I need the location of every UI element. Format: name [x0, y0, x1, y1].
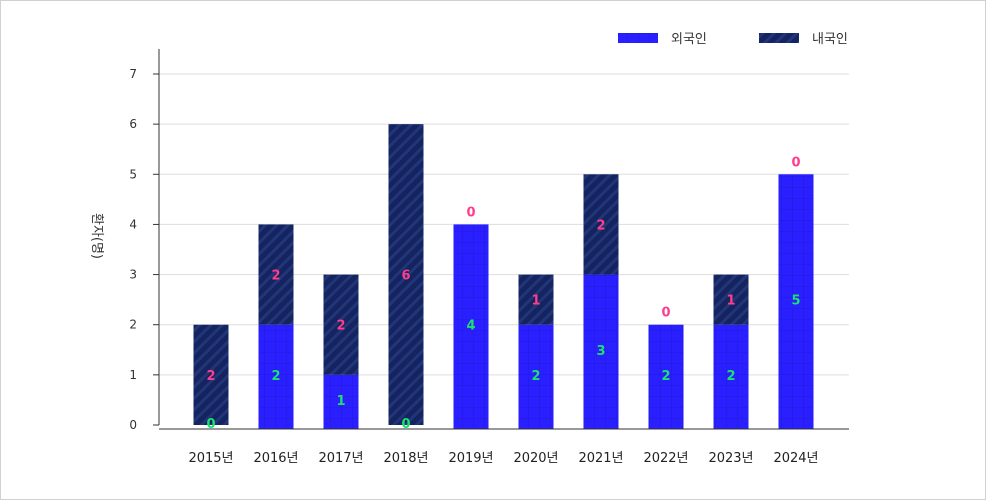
- x-tick-label: 2017년: [318, 451, 363, 466]
- x-tick-label: 2024년: [773, 451, 818, 466]
- y-tick-label: 3: [129, 268, 137, 282]
- data-label-foreign: 4: [466, 319, 475, 334]
- x-tick-label: 2015년: [188, 451, 233, 466]
- data-label-domestic: 2: [596, 218, 605, 233]
- x-tick-label: 2020년: [513, 451, 558, 466]
- data-label-foreign: 2: [726, 369, 735, 384]
- legend-label-domestic: 내국인: [812, 32, 848, 47]
- data-label-domestic: 0: [661, 306, 670, 321]
- y-axis-label: 환자(명): [89, 213, 104, 259]
- data-label-foreign: 5: [791, 294, 800, 309]
- x-tick-label: 2022년: [643, 451, 688, 466]
- data-label-domestic: 2: [336, 319, 345, 334]
- x-tick-label: 2023년: [708, 451, 753, 466]
- data-label-foreign: 2: [531, 369, 540, 384]
- data-label-foreign: 2: [271, 369, 280, 384]
- data-label-domestic: 1: [726, 294, 735, 309]
- data-label-domestic: 1: [531, 294, 540, 309]
- data-label-domestic: 2: [271, 269, 280, 284]
- data-label-foreign: 2: [661, 369, 670, 384]
- bar-foreign: [323, 374, 359, 429]
- data-label-foreign: 1: [336, 394, 345, 409]
- bar-domestic: [323, 274, 359, 375]
- bar-domestic: [583, 174, 619, 275]
- bar-domestic: [258, 224, 294, 325]
- data-label-foreign: 0: [401, 417, 410, 432]
- bar-foreign: [518, 324, 554, 429]
- data-label-domestic: 2: [206, 369, 215, 384]
- bar-domestic: [518, 274, 554, 325]
- legend-swatch-domestic: [759, 33, 799, 43]
- bar-foreign: [258, 324, 294, 429]
- data-label-foreign: 0: [206, 417, 215, 432]
- bar-foreign: [713, 324, 749, 429]
- data-label-domestic: 6: [401, 269, 410, 284]
- y-tick-label: 6: [129, 117, 137, 131]
- x-tick-label: 2019년: [448, 451, 493, 466]
- y-tick-label: 5: [129, 167, 137, 181]
- bar-foreign: [778, 174, 814, 429]
- x-tick-label: 2021년: [578, 451, 623, 466]
- bar-domestic: [193, 324, 229, 425]
- data-label-domestic: 0: [466, 205, 475, 220]
- bar-domestic: [713, 274, 749, 325]
- y-tick-label: 4: [129, 217, 137, 231]
- legend: 외국인 내국인: [618, 32, 848, 47]
- bar-foreign: [648, 324, 684, 429]
- bar-foreign: [583, 274, 619, 429]
- x-tick-label: 2018년: [383, 451, 428, 466]
- bar-foreign: [453, 224, 489, 429]
- x-tick-label: 2016년: [253, 451, 298, 466]
- y-tick-label: 7: [129, 67, 137, 81]
- y-tick-label: 2: [129, 318, 137, 332]
- data-label-foreign: 3: [596, 344, 605, 359]
- y-tick-label: 1: [129, 368, 137, 382]
- legend-swatch-foreign: [618, 33, 658, 43]
- legend-label-foreign: 외국인: [671, 32, 707, 47]
- y-tick-label: 0: [129, 418, 137, 432]
- data-label-domestic: 0: [791, 155, 800, 170]
- bar-domestic: [388, 124, 424, 426]
